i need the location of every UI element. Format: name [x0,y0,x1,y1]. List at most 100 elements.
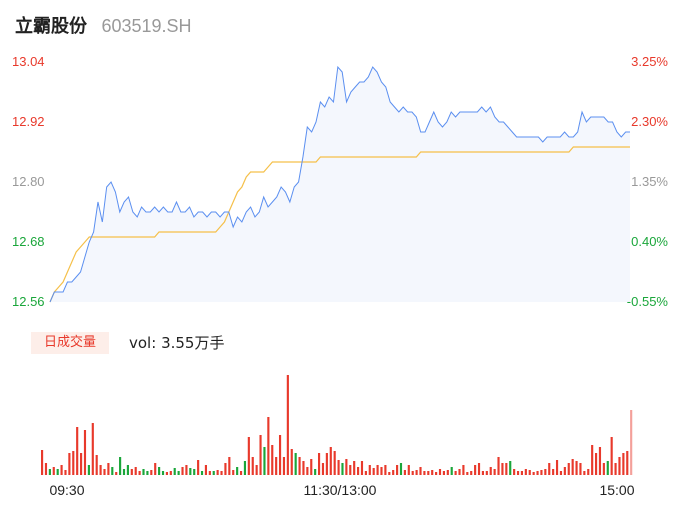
volume-bar [224,463,227,475]
volume-bar [532,472,535,475]
volume-bar [552,469,555,475]
volume-bar [392,470,395,475]
volume-bar [325,453,328,475]
y-tick-right: -0.55% [627,294,669,309]
stock-code: 603519.SH [101,16,192,36]
volume-bar [142,469,145,475]
volume-bar [497,457,500,475]
volume-bar [357,467,360,475]
y-axis-left: 13.04 12.92 12.80 12.68 12.56 [12,54,45,309]
volume-bar [368,465,371,475]
volume-bar [130,469,133,475]
volume-bar [384,465,387,475]
volume-bar [239,471,243,475]
volume-bar [614,463,617,475]
volume-bar [396,465,399,475]
volume-bar [470,471,473,475]
volume-bar [321,463,325,475]
volume-bar [267,417,270,475]
volume-bar [477,463,481,475]
volume-bar [161,471,165,475]
stock-header: 立霸股份 603519.SH [15,12,192,40]
volume-bar [255,465,258,475]
volume-bar [185,465,188,475]
volume-bar [630,410,633,475]
volume-bar [431,470,434,475]
volume-bar [446,470,449,475]
volume-bar [345,459,348,475]
volume-bar [509,461,512,475]
volume-bar [134,467,137,475]
price-line [49,65,630,303]
volume-bars [41,375,633,475]
volume-bar [306,467,309,475]
volume-bar [528,470,531,475]
stock-name: 立霸股份 [15,16,87,37]
volume-bar [403,470,406,475]
volume-bar [278,435,282,475]
volume-bar [68,453,71,475]
volume-bar [349,465,352,475]
volume-bar [41,450,44,475]
volume-bar [243,461,247,475]
price-area-fill [50,67,630,302]
volume-bar [259,435,262,475]
volume-bar [489,467,492,475]
volume-bar [598,447,602,475]
volume-bar [411,471,414,475]
volume-bar [99,465,102,475]
volume-bar [594,453,598,475]
volume-bar [290,449,293,475]
volume-bar [575,461,578,475]
volume-bar [458,469,461,475]
volume-bar [146,471,149,475]
intraday-price-chart: 13.04 12.92 12.80 12.68 12.56 3.25% 2.30% 1.35… [12,54,669,309]
volume-bar [579,463,582,475]
volume-bar [524,469,527,475]
volume-bar [212,471,215,475]
volume-bar [501,463,504,475]
volume-bar [337,460,340,475]
volume-bar [450,467,453,475]
volume-bar [193,469,196,475]
volume-bar [165,472,168,475]
volume-bar [228,457,231,475]
volume-bar [626,451,629,475]
volume-bar [618,457,621,475]
volume-bar [388,472,391,475]
volume-bar [540,470,543,475]
y-tick-right: 3.25% [631,54,668,69]
volume-bar [60,465,63,475]
volume-bar [169,471,172,475]
volume-bar [559,471,563,475]
volume-bar [52,467,55,475]
volume-bar [76,427,79,475]
volume-bar [220,471,223,475]
volume-bar [107,463,110,475]
volume-bar [567,463,570,475]
x-tick-label: 15:00 [599,482,634,498]
volume-bar [150,470,153,475]
volume-bar [555,460,559,475]
volume-tab[interactable]: 日成交量 [31,332,109,354]
volume-bar [44,463,48,475]
volume-bar [364,471,367,475]
volume-bar [200,471,204,475]
volume-readout: vol: 3.55万手 [129,332,224,354]
volume-bar [263,447,266,475]
volume-bar [474,465,477,475]
volume-bar [197,460,200,475]
volume-bar [72,451,75,475]
volume-bar [271,445,274,475]
volume-bar [423,471,426,475]
y-tick-left: 12.92 [12,114,45,129]
volume-bar [516,471,520,475]
volume-bar [177,471,180,475]
average-price-line [49,146,630,303]
volume-bar [563,467,566,475]
volume-bar [610,437,613,475]
volume-bar [173,468,176,475]
volume-bar [56,469,59,475]
y-tick-left: 12.56 [12,294,45,309]
volume-bar [438,469,442,475]
